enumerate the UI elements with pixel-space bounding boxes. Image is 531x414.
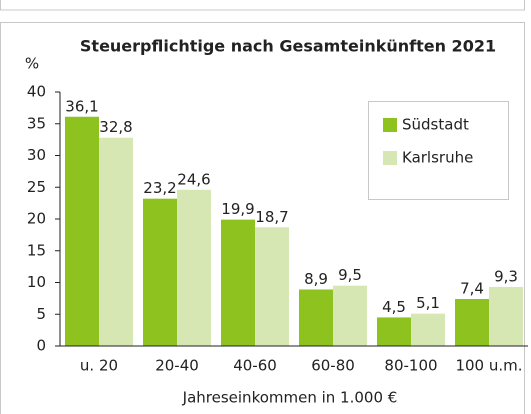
x-tick-label: 20-40 xyxy=(155,357,199,375)
bar xyxy=(221,219,255,346)
bar xyxy=(255,227,289,346)
x-tick-label: 40-60 xyxy=(233,357,277,375)
legend-label: Südstadt xyxy=(402,116,469,134)
legend-label: Karlsruhe xyxy=(402,149,473,167)
bar xyxy=(99,137,133,346)
value-label: 24,6 xyxy=(177,170,210,188)
x-tick-label: u. 20 xyxy=(80,357,118,375)
x-tick-label: 80-100 xyxy=(384,357,437,375)
chart-title: Steuerpflichtige nach Gesamteinkünften 2… xyxy=(80,37,496,56)
bar xyxy=(377,317,411,346)
value-label: 19,9 xyxy=(221,200,254,218)
bar xyxy=(411,313,445,346)
value-label: 18,7 xyxy=(255,208,288,226)
bar xyxy=(143,198,177,346)
y-tick-label: 0 xyxy=(36,337,46,355)
y-tick-label: 20 xyxy=(27,210,46,228)
value-label: 9,5 xyxy=(338,266,362,284)
bar xyxy=(489,286,523,346)
y-tick-label: 40 xyxy=(27,83,46,101)
value-label: 36,1 xyxy=(65,97,98,115)
y-tick-label: 10 xyxy=(27,273,46,291)
value-label: 5,1 xyxy=(416,294,440,312)
legend-swatch xyxy=(383,118,397,132)
chart-panel xyxy=(0,22,525,414)
y-axis-label: % xyxy=(25,55,39,73)
bar xyxy=(299,289,333,346)
y-tick-label: 35 xyxy=(27,114,46,132)
value-label: 4,5 xyxy=(382,298,406,316)
x-tick-label: 100 u.m. xyxy=(455,357,522,375)
bar xyxy=(177,189,211,346)
bar xyxy=(455,299,489,346)
value-label: 7,4 xyxy=(460,280,484,298)
value-label: 8,9 xyxy=(304,270,328,288)
value-label: 9,3 xyxy=(494,267,518,285)
y-tick-label: 15 xyxy=(27,241,46,259)
value-label: 23,2 xyxy=(143,179,176,197)
x-axis-label: Jahreseinkommen in 1.000 € xyxy=(182,389,398,407)
bar xyxy=(65,116,99,346)
legend-swatch xyxy=(383,151,397,165)
y-tick-label: 30 xyxy=(27,146,46,164)
value-label: 32,8 xyxy=(99,118,132,136)
y-tick-label: 25 xyxy=(27,178,46,196)
y-tick-label: 5 xyxy=(36,305,46,323)
legend-box xyxy=(368,101,509,200)
x-tick-label: 60-80 xyxy=(311,357,355,375)
bar xyxy=(333,285,367,346)
top-panel xyxy=(0,0,525,11)
